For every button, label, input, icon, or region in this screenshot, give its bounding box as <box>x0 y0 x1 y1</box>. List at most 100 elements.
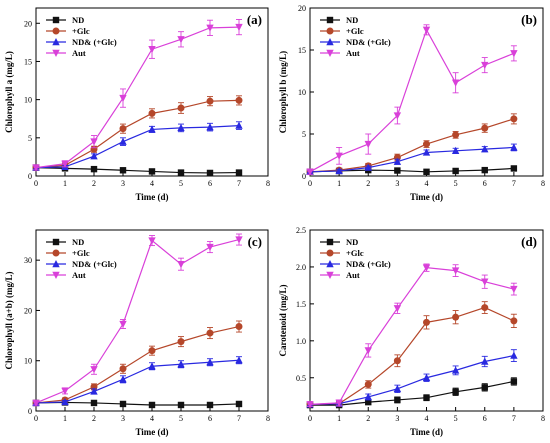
data-point <box>481 145 489 153</box>
series-line <box>309 306 515 405</box>
data-point <box>510 143 518 151</box>
y-tick-label: 2.0 <box>296 263 306 272</box>
series-group <box>306 113 518 176</box>
x-tick-label: 6 <box>483 179 487 188</box>
data-point <box>451 79 460 87</box>
legend-marker <box>52 260 60 268</box>
data-point <box>90 366 98 374</box>
data-point <box>393 357 401 365</box>
legend-label: +Glc <box>72 248 90 258</box>
data-point <box>119 137 127 145</box>
x-tick-label: 3 <box>121 179 125 188</box>
legend-marker <box>326 27 334 35</box>
data-point <box>119 167 127 174</box>
data-point <box>364 347 372 355</box>
data-point <box>393 112 402 120</box>
x-tick-label: 2 <box>366 179 370 188</box>
legend-label: +Glc <box>72 26 90 36</box>
x-axis-title: Time (d) <box>135 192 168 202</box>
data-point <box>364 163 372 171</box>
data-point <box>451 267 460 275</box>
data-point <box>364 380 372 388</box>
data-point <box>510 115 518 123</box>
data-point <box>510 351 518 359</box>
data-point <box>481 278 489 286</box>
series-line <box>35 238 240 404</box>
data-point <box>422 264 431 272</box>
series-group <box>306 143 518 175</box>
data-point <box>177 401 185 409</box>
data-point <box>510 378 518 385</box>
series-group <box>32 121 243 171</box>
data-point <box>510 165 518 172</box>
chart-panel: 0 1 2 3 4 5 6 7 8 0 5 10 15 20 Time (d) Chlorophyll a (… <box>4 7 270 202</box>
y-tick-label: 15 <box>24 57 32 66</box>
data-point <box>423 394 430 401</box>
y-axis-title: Chlorophyll a (mg/L) <box>4 51 14 133</box>
x-tick-label: 1 <box>337 414 341 423</box>
data-point <box>206 401 214 409</box>
data-point <box>481 61 489 70</box>
x-tick-label: 4 <box>150 179 154 188</box>
data-point <box>119 375 127 383</box>
legend-marker <box>326 16 334 24</box>
legend-marker <box>326 238 334 246</box>
y-tick-label: 1.0 <box>296 337 306 346</box>
x-tick-label: 0 <box>308 414 312 423</box>
x-tick-label: 5 <box>454 179 458 188</box>
x-tick-label: 5 <box>179 414 183 423</box>
x-tick-label: 6 <box>483 414 487 423</box>
legend-label: +Glc <box>346 248 364 258</box>
data-point <box>206 24 214 32</box>
data-point <box>119 94 127 103</box>
x-tick-label: 2 <box>92 179 96 188</box>
legend-marker <box>326 38 334 46</box>
series-group <box>32 19 243 172</box>
series-line <box>309 118 515 173</box>
data-point <box>32 399 40 407</box>
data-point <box>148 109 156 117</box>
legend-marker <box>326 271 334 279</box>
data-point <box>235 323 243 331</box>
data-point <box>90 152 98 160</box>
data-point <box>119 320 127 329</box>
legend-label: Aut <box>72 270 86 280</box>
legend-label: +Glc <box>346 26 364 36</box>
data-point <box>206 243 214 252</box>
data-point <box>177 104 185 112</box>
x-tick-label: 3 <box>395 179 399 188</box>
data-point <box>306 168 314 176</box>
series-line <box>309 267 515 405</box>
data-point <box>148 237 156 245</box>
legend-marker <box>326 260 334 268</box>
x-axis-title: Time (d) <box>135 427 168 437</box>
data-point <box>335 152 343 160</box>
data-point <box>306 401 314 409</box>
y-tick-label: 0 <box>28 407 32 416</box>
panel-label: (a) <box>247 12 262 27</box>
x-tick-label: 5 <box>454 414 458 423</box>
y-tick-label: 15 <box>298 46 306 55</box>
legend-label: ND <box>346 15 358 25</box>
data-point <box>393 157 402 165</box>
series-group <box>32 233 243 407</box>
plot-frame <box>35 229 269 412</box>
data-point <box>481 357 489 365</box>
x-tick-label: 0 <box>34 179 38 188</box>
plot-frame <box>35 7 269 177</box>
x-axis-title: Time (d) <box>410 192 443 202</box>
data-point <box>452 167 459 175</box>
x-tick-label: 8 <box>266 179 270 188</box>
data-point <box>235 121 243 129</box>
data-point <box>393 384 402 393</box>
legend-marker <box>52 249 60 257</box>
data-point <box>235 23 243 32</box>
legend-marker <box>326 49 334 57</box>
legend-label: Aut <box>72 48 86 58</box>
data-point <box>32 164 40 172</box>
x-tick-label: 0 <box>308 179 312 188</box>
data-point <box>148 125 156 133</box>
y-tick-label: 5 <box>28 134 32 143</box>
x-tick-label: 8 <box>541 179 545 188</box>
